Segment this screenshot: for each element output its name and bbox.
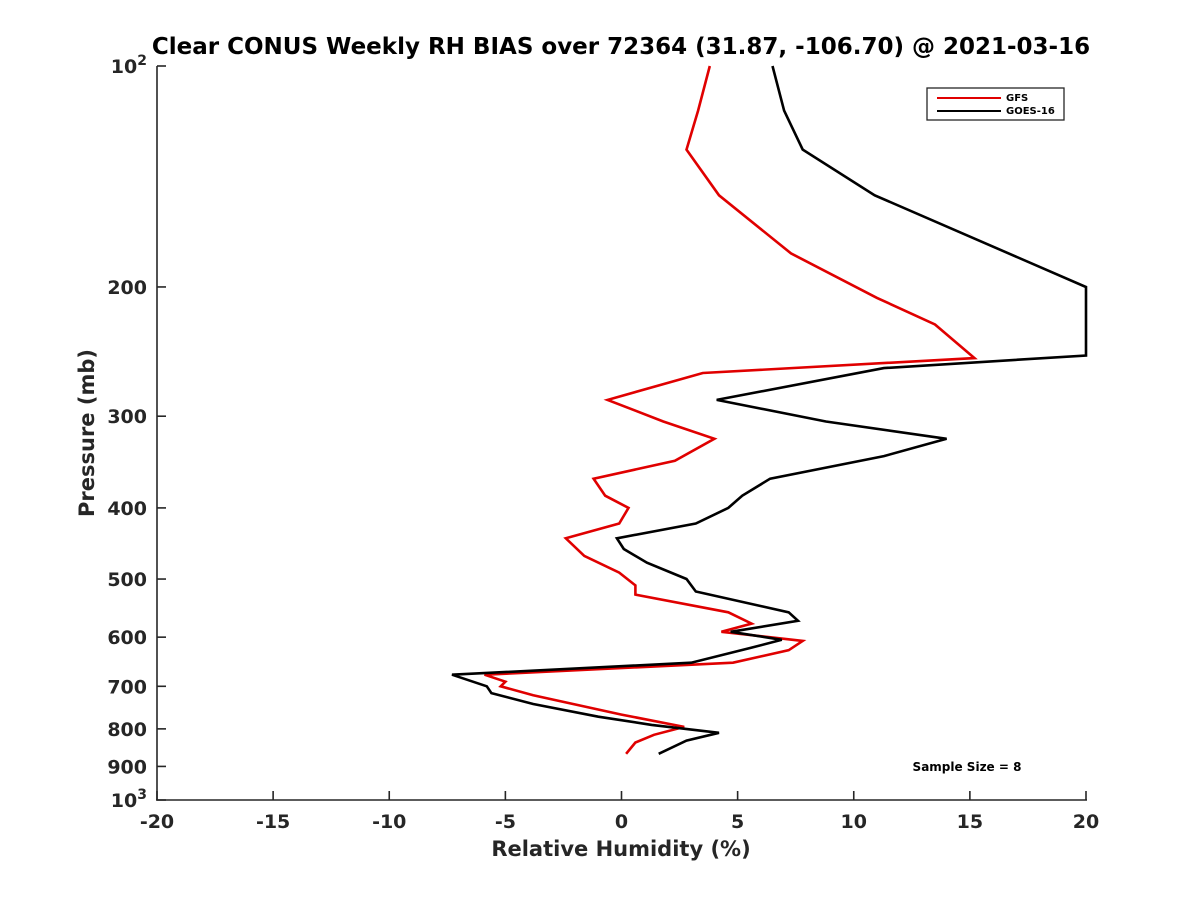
series-layer <box>451 65 1088 755</box>
chart-title: Clear CONUS Weekly RH BIAS over 72364 (3… <box>152 34 1090 60</box>
y-tick-label: 500 <box>107 569 147 591</box>
legend-label-goes16: GOES-16 <box>1006 106 1055 117</box>
legend-box <box>926 87 1065 121</box>
legend: GFS GOES-16 <box>926 87 1065 121</box>
y-ticks: 102 200 300 400 500 600 700 800 900 103 <box>107 53 166 812</box>
sample-size-annotation: Sample Size = 8 <box>913 760 1022 774</box>
x-tick-label: 20 <box>1073 811 1099 833</box>
y-tick-label: 800 <box>107 719 147 741</box>
x-ticks: -20 -15 -10 -5 0 5 10 15 20 <box>140 791 1099 833</box>
series-line-goes16 <box>451 65 1088 755</box>
x-tick-label: -5 <box>495 811 516 833</box>
x-tick-label: 5 <box>731 811 744 833</box>
y-tick-label: 200 <box>107 277 147 299</box>
y-tick-label: 700 <box>107 676 147 698</box>
y-tick-label: 300 <box>107 406 147 428</box>
x-tick-label: -15 <box>256 811 290 833</box>
y-tick-label: 400 <box>107 498 147 520</box>
x-tick-label: 15 <box>957 811 983 833</box>
x-axis-label: Relative Humidity (%) <box>491 837 750 861</box>
x-tick-label: -10 <box>372 811 406 833</box>
axes <box>156 66 1087 801</box>
y-tick-label: 102 <box>111 53 147 78</box>
x-tick-label: 0 <box>615 811 628 833</box>
y-tick-label: 103 <box>111 787 147 812</box>
x-tick-label: 10 <box>841 811 867 833</box>
y-tick-label: 900 <box>107 756 147 778</box>
x-tick-label: -20 <box>140 811 174 833</box>
y-axis-label: Pressure (mb) <box>75 349 99 517</box>
y-tick-label: 600 <box>107 627 147 649</box>
legend-label-gfs: GFS <box>1006 93 1028 104</box>
series-line-gfs <box>484 65 978 755</box>
